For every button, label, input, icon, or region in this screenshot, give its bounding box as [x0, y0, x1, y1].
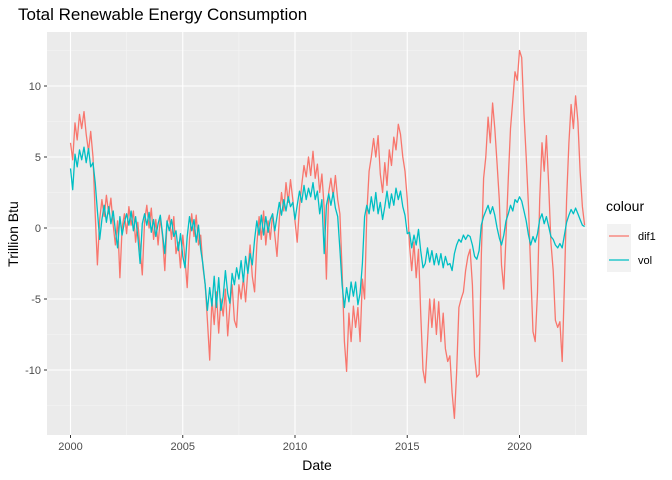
- y-axis-title: Trillion Btu: [5, 201, 21, 267]
- legend: colour dif1 vol: [606, 198, 656, 272]
- x-tick-label: 2020: [507, 441, 531, 453]
- x-tick-label: 2015: [395, 441, 419, 453]
- y-tick-label: 10: [29, 81, 41, 93]
- series-line-dif1: [69, 49, 586, 419]
- legend-label-vol: vol: [638, 255, 652, 267]
- y-tick-label: 5: [35, 152, 41, 164]
- legend-label-dif1: dif1: [638, 231, 656, 243]
- series-lines: [69, 49, 586, 419]
- x-tick-label: 2010: [283, 441, 307, 453]
- legend-items: dif1 vol: [607, 224, 656, 272]
- x-tick-label: 2000: [58, 441, 82, 453]
- chart-title: Total Renewable Energy Consumption: [18, 5, 307, 24]
- series-line-vol: [69, 146, 585, 312]
- x-axis-title: Date: [302, 457, 332, 473]
- y-tick-label: -5: [31, 294, 41, 306]
- y-axis-ticks: -10 -5 0 5 10: [25, 81, 47, 377]
- minor-gridlines: [47, 32, 587, 435]
- x-axis-ticks: 2000 2005 2010 2015 2020: [58, 435, 532, 453]
- x-tick-label: 2005: [171, 441, 195, 453]
- y-tick-label: -10: [25, 365, 41, 377]
- legend-title: colour: [606, 198, 644, 214]
- y-tick-label: 0: [35, 223, 41, 235]
